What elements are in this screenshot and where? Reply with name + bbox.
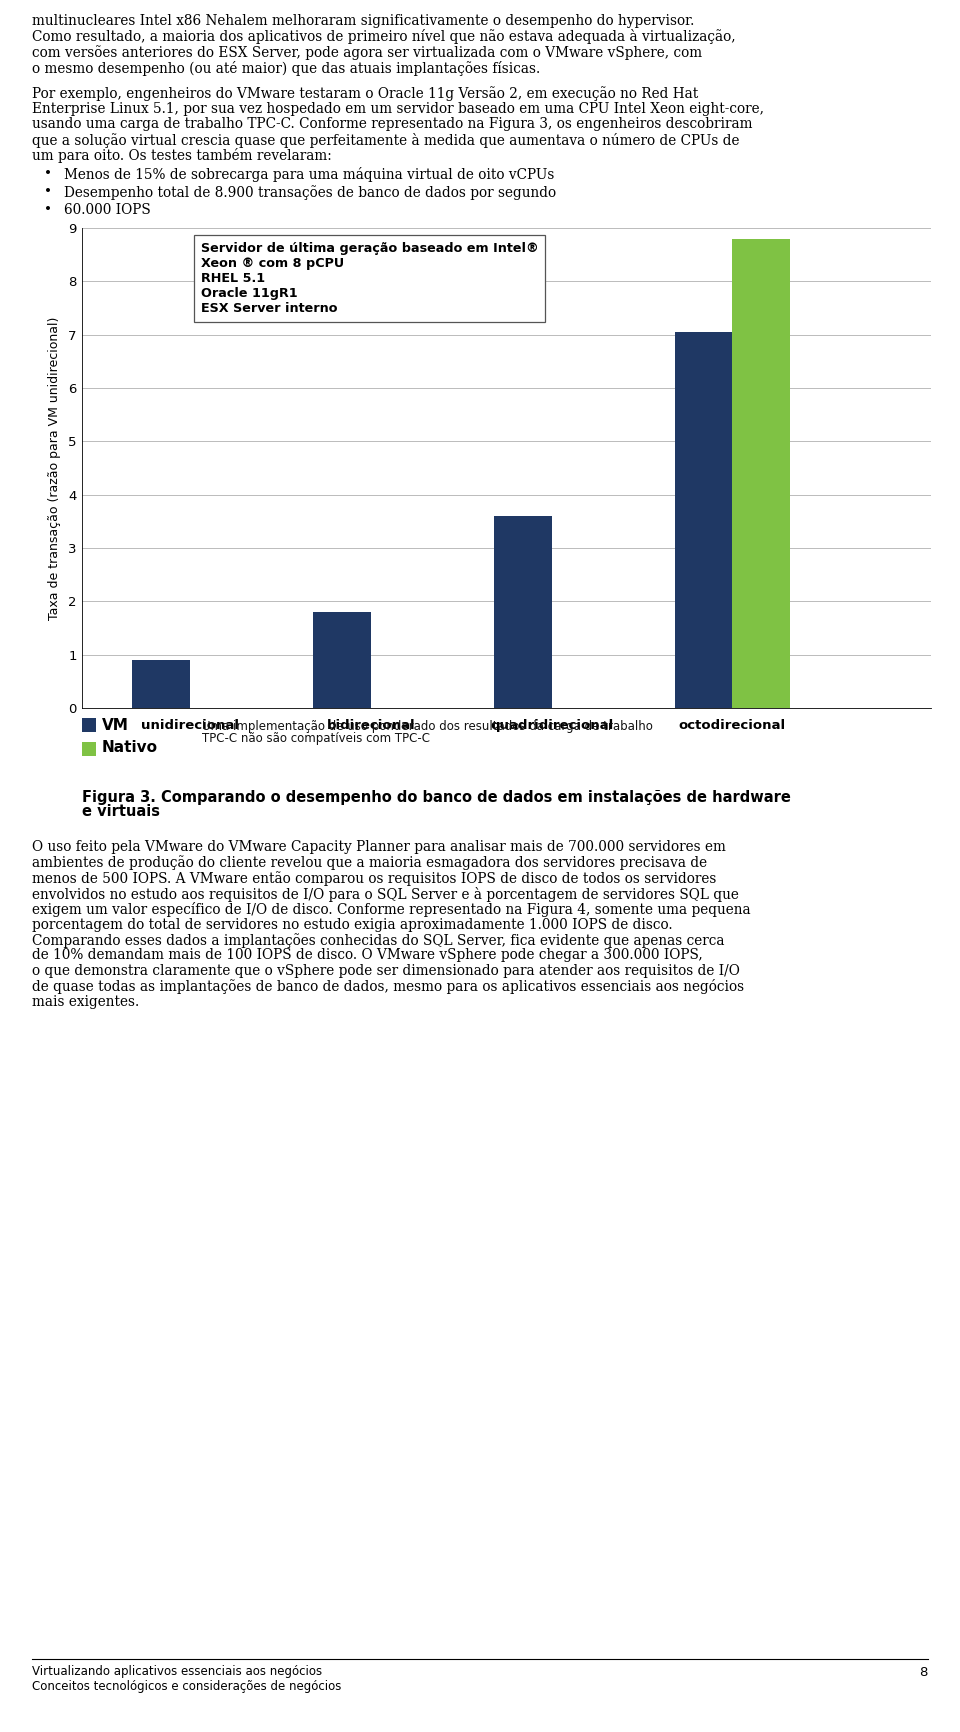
Text: e virtuais: e virtuais [82, 804, 159, 819]
Text: 60.000 IOPS: 60.000 IOPS [64, 203, 151, 216]
Text: Enterprise Linux 5.1, por sua vez hospedado em um servidor baseado em uma CPU In: Enterprise Linux 5.1, por sua vez hosped… [32, 102, 764, 116]
Text: um para oito. Os testes também revelaram:: um para oito. Os testes também revelaram… [32, 147, 332, 163]
Text: VM: VM [102, 719, 129, 733]
Text: de 10% demandam mais de 100 IOPS de disco. O VMware vSphere pode chegar a 300.00: de 10% demandam mais de 100 IOPS de disc… [32, 949, 703, 963]
Text: porcentagem do total de servidores no estudo exigia aproximadamente 1.000 IOPS d: porcentagem do total de servidores no es… [32, 918, 673, 932]
Text: •: • [44, 185, 52, 199]
Text: O uso feito pela VMware do VMware Capacity Planner para analisar mais de 700.000: O uso feito pela VMware do VMware Capaci… [32, 840, 726, 854]
Text: Como resultado, a maioria dos aplicativos de primeiro nível que não estava adequ: Como resultado, a maioria dos aplicativo… [32, 29, 735, 45]
Bar [675, 333, 732, 708]
Text: Virtualizando aplicativos essenciais aos negócios: Virtualizando aplicativos essenciais aos… [32, 1664, 323, 1678]
Text: Desempenho total de 8.900 transações de banco de dados por segundo: Desempenho total de 8.900 transações de … [64, 185, 556, 199]
Text: Comparando esses dados a implantações conhecidas do SQL Server, fica evidente qu: Comparando esses dados a implantações co… [32, 934, 725, 947]
Bar [732, 239, 790, 708]
Text: o mesmo desempenho (ou até maior) que das atuais implantações físicas.: o mesmo desempenho (ou até maior) que da… [32, 61, 540, 76]
Bar [82, 741, 96, 755]
Text: mais exigentes.: mais exigentes. [32, 994, 139, 1010]
Text: envolvidos no estudo aos requisitos de I/O para o SQL Server e à porcentagem de : envolvidos no estudo aos requisitos de I… [32, 887, 739, 901]
Text: Uma implementação de uso ponderado dos resultados da carga de trabalho: Uma implementação de uso ponderado dos r… [202, 721, 653, 733]
Text: exigem um valor específico de I/O de disco. Conforme representado na Figura 4, s: exigem um valor específico de I/O de dis… [32, 902, 751, 916]
Bar [82, 719, 96, 733]
Text: de quase todas as implantações de banco de dados, mesmo para os aplicativos esse: de quase todas as implantações de banco … [32, 980, 744, 994]
Bar [313, 611, 371, 708]
Text: menos de 500 IOPS. A VMware então comparou os requisitos IOPS de disco de todos : menos de 500 IOPS. A VMware então compar… [32, 871, 716, 885]
Text: usando uma carga de trabalho TPC-C. Conforme representado na Figura 3, os engenh: usando uma carga de trabalho TPC-C. Conf… [32, 118, 753, 132]
Bar [493, 516, 552, 708]
Text: multinucleares Intel x86 Nehalem melhoraram significativamente o desempenho do h: multinucleares Intel x86 Nehalem melhora… [32, 14, 694, 28]
Text: ambientes de produção do cliente revelou que a maioria esmagadora dos servidores: ambientes de produção do cliente revelou… [32, 856, 708, 871]
Text: TPC-C não são compatíveis com TPC-C: TPC-C não são compatíveis com TPC-C [202, 731, 429, 745]
Text: •: • [44, 168, 52, 182]
Text: •: • [44, 203, 52, 216]
Text: Por exemplo, engenheiros do VMware testaram o Oracle 11g Versão 2, em execução n: Por exemplo, engenheiros do VMware testa… [32, 87, 698, 100]
Bar [132, 660, 190, 708]
Y-axis label: Taxa de transação (razão para VM unidirecional): Taxa de transação (razão para VM unidire… [48, 317, 61, 620]
Text: com versões anteriores do ESX Server, pode agora ser virtualizada com o VMware v: com versões anteriores do ESX Server, po… [32, 45, 702, 61]
Text: Menos de 15% de sobrecarga para uma máquina virtual de oito vCPUs: Menos de 15% de sobrecarga para uma máqu… [64, 168, 554, 182]
Text: que a solução virtual crescia quase que perfeitamente à medida que aumentava o n: que a solução virtual crescia quase que … [32, 133, 739, 147]
Text: Conceitos tecnológicos e considerações de negócios: Conceitos tecnológicos e considerações d… [32, 1680, 342, 1692]
Text: Servidor de última geração baseado em Intel®
Xeon ® com 8 pCPU
RHEL 5.1
Oracle 1: Servidor de última geração baseado em In… [201, 242, 539, 315]
Text: 8: 8 [920, 1666, 928, 1680]
Text: o que demonstra claramente que o vSphere pode ser dimensionado para atender aos : o que demonstra claramente que o vSphere… [32, 965, 740, 979]
Text: Nativo: Nativo [102, 740, 157, 755]
Text: Figura 3. Comparando o desempenho do banco de dados em instalações de hardware: Figura 3. Comparando o desempenho do ban… [82, 790, 790, 805]
